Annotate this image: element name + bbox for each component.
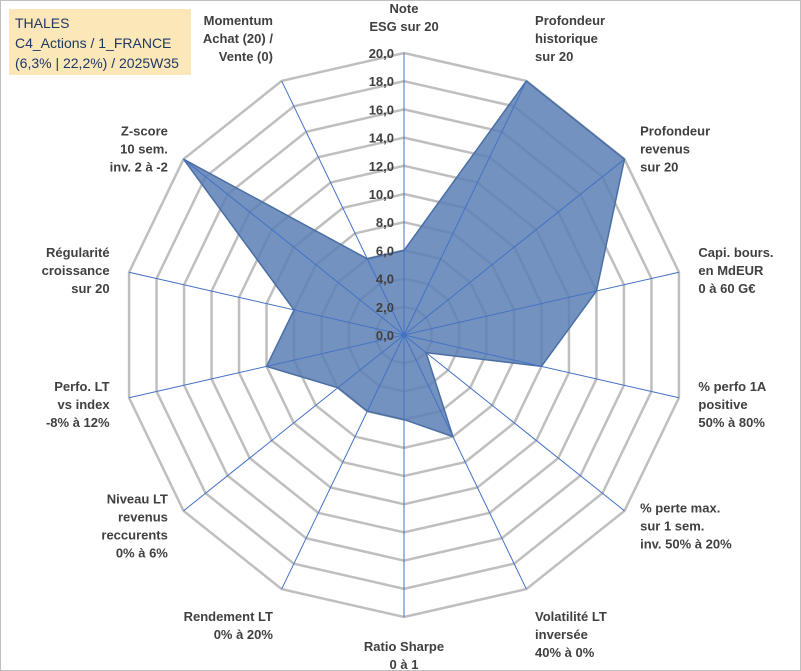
tick-label: 4,0 bbox=[376, 272, 394, 287]
axis-label-line: Profondeur bbox=[640, 124, 710, 139]
axis-spoke bbox=[403, 271, 680, 336]
axis-label-line: inv. 2 à -2 bbox=[110, 160, 168, 175]
tick-label: 20,0 bbox=[369, 46, 394, 61]
axis-label: Profondeur historique sur 20 bbox=[535, 13, 605, 64]
axis-label-line: 40% à 0% bbox=[535, 645, 595, 660]
axis-label: Niveau LT revenus reccurents 0% à 6% bbox=[101, 491, 168, 560]
axis-label-line: Achat (20) / bbox=[203, 31, 273, 46]
axis-label: Volatilité LT inversée 40% à 0% bbox=[535, 609, 607, 660]
axis-label-line: Note bbox=[390, 1, 419, 16]
axis-spoke bbox=[128, 271, 405, 336]
axis-label-line: historique bbox=[535, 31, 598, 46]
axis-label-line: vs index bbox=[58, 397, 111, 412]
axis-spoke bbox=[403, 158, 625, 336]
title-line-3: (6,3% | 22,2%) / 2025W35 bbox=[15, 55, 179, 71]
axis-label-line: 50% à 80% bbox=[698, 415, 765, 430]
axis-label: Ratio Sharpe 0 à 1 bbox=[364, 639, 444, 670]
axis-label-line: % perfo 1A bbox=[698, 379, 767, 394]
tick-label: 14,0 bbox=[369, 131, 394, 146]
axis-label-line: Rendement LT bbox=[184, 609, 273, 624]
chart-title-box: THALES C4_Actions / 1_FRANCE (6,3% | 22,… bbox=[9, 9, 191, 75]
axis-spoke bbox=[281, 80, 405, 336]
tick-label: 16,0 bbox=[369, 102, 394, 117]
title-line-2: C4_Actions / 1_FRANCE bbox=[15, 35, 172, 51]
axis-label-line: Régularité bbox=[46, 245, 110, 260]
axis-label: Note ESG sur 20 bbox=[369, 1, 438, 34]
axis-spoke bbox=[403, 334, 625, 512]
axis-label: % perte max. sur 1 sem. inv. 50% à 20% bbox=[640, 500, 732, 551]
axis-spoke bbox=[281, 334, 405, 590]
axis-label-line: Ratio Sharpe bbox=[364, 639, 444, 654]
tick-label: 6,0 bbox=[376, 243, 394, 258]
axis-spoke bbox=[403, 334, 527, 590]
axis-label-line: Volatilité LT bbox=[535, 609, 607, 624]
axis-label-line: Vente (0) bbox=[219, 49, 273, 64]
axis-spoke bbox=[183, 158, 405, 336]
axis-label: Momentum Achat (20) / Vente (0) bbox=[203, 13, 273, 64]
axis-spoke bbox=[403, 80, 527, 336]
axis-label-line: inv. 50% à 20% bbox=[640, 536, 732, 551]
axis-label: Rendement LT 0% à 20% bbox=[184, 609, 274, 642]
axis-label-line: Profondeur bbox=[535, 13, 605, 28]
tick-label: 18,0 bbox=[369, 74, 394, 89]
axis-label-line: 0 à 1 bbox=[390, 657, 419, 670]
axis-label-line: positive bbox=[698, 397, 747, 412]
axis-label-line: Niveau LT bbox=[107, 491, 168, 506]
axis-label-line: sur 1 sem. bbox=[640, 518, 704, 533]
axis-label-line: revenus bbox=[640, 142, 690, 157]
title-line-1: THALES bbox=[15, 15, 70, 31]
axis-label-line: 0% à 6% bbox=[116, 545, 168, 560]
axis-label-line: Capi. bours. bbox=[698, 245, 773, 260]
tick-label: 8,0 bbox=[376, 215, 394, 230]
axis-label-line: sur 20 bbox=[535, 49, 573, 64]
axis-label-line: sur 20 bbox=[640, 160, 678, 175]
axis-label-line: 0 à 60 G€ bbox=[698, 281, 755, 296]
tick-label: 10,0 bbox=[369, 187, 394, 202]
axis-spoke bbox=[183, 334, 405, 512]
axis-label: Capi. bours. en MdEUR 0 à 60 G€ bbox=[698, 245, 773, 296]
tick-label: 12,0 bbox=[369, 159, 394, 174]
axis-label-line: % perte max. bbox=[640, 500, 720, 515]
axis-label: Perfo. LT vs index -8% à 12% bbox=[46, 379, 110, 430]
axis-label-line: sur 20 bbox=[71, 281, 109, 296]
axis-label: % perfo 1A positive 50% à 80% bbox=[698, 379, 767, 430]
axis-label-line: Perfo. LT bbox=[54, 379, 109, 394]
axis-label-line: 10 sem. bbox=[120, 142, 168, 157]
axis-label-line: croissance bbox=[42, 263, 110, 278]
axis-label-line: reccurents bbox=[101, 527, 167, 542]
axis-label-line: en MdEUR bbox=[698, 263, 764, 278]
axis-label-line: Z-score bbox=[121, 124, 168, 139]
axis-label: Régularité croissance sur 20 bbox=[42, 245, 110, 296]
tick-label: 0,0 bbox=[376, 328, 394, 343]
axis-label-line: -8% à 12% bbox=[46, 415, 110, 430]
axis-label: Profondeur revenus sur 20 bbox=[640, 124, 710, 175]
axis-label: Z-score 10 sem. inv. 2 à -2 bbox=[110, 124, 168, 175]
axis-label-line: inversée bbox=[535, 627, 588, 642]
axis-label-line: revenus bbox=[118, 509, 168, 524]
tick-label: 2,0 bbox=[376, 300, 394, 315]
axis-label-line: Momentum bbox=[204, 13, 273, 28]
axis-label-line: 0% à 20% bbox=[214, 627, 274, 642]
axis-label-line: ESG sur 20 bbox=[369, 19, 438, 34]
